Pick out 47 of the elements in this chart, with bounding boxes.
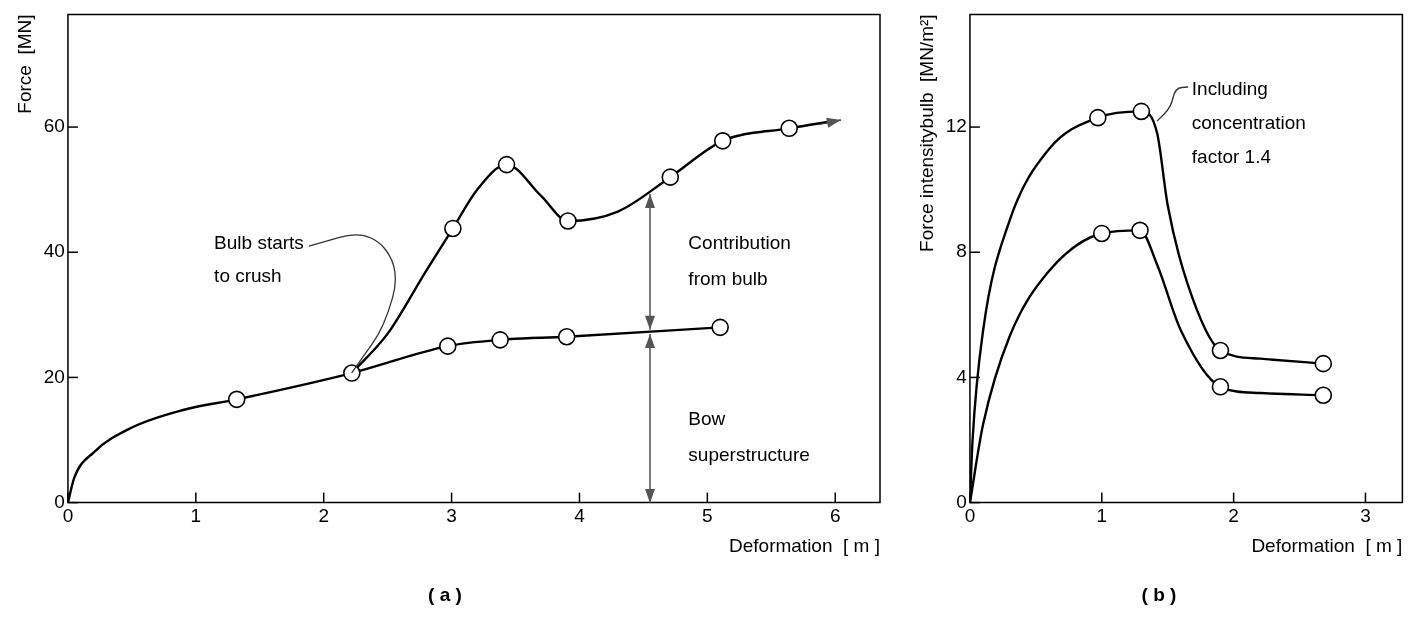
annotation: Including concentration factor 1.4 <box>1191 78 1306 168</box>
point <box>1132 102 1151 121</box>
y-tick-label: 0 <box>956 490 967 512</box>
x-tick-label: 6 <box>829 505 841 527</box>
point <box>711 318 729 337</box>
point <box>1211 341 1230 360</box>
y-tick-label: 40 <box>43 240 65 262</box>
y-tick-label: 60 <box>43 115 65 137</box>
x-tick-label: 3 <box>1360 505 1371 527</box>
point <box>1211 378 1230 396</box>
x-tick-label: 4 <box>574 505 586 527</box>
x-axis-title: Deformation [ m ] <box>729 535 880 557</box>
point <box>491 331 509 349</box>
point <box>444 219 462 238</box>
x-tick-label: 1 <box>1096 505 1108 527</box>
text: ( a ) <box>428 583 462 605</box>
point <box>1314 354 1333 373</box>
point <box>497 155 516 174</box>
y-tick-label: 0 <box>54 490 65 512</box>
annotation: Bow superstructure <box>688 407 810 465</box>
point <box>713 132 732 150</box>
y-tick-label: 4 <box>956 365 968 387</box>
point <box>438 337 457 355</box>
x-tick-label: 3 <box>446 505 457 527</box>
point <box>1089 108 1107 127</box>
y-axis-title: Force [MN] <box>13 14 35 114</box>
point <box>557 327 576 346</box>
point <box>661 168 680 186</box>
y-tick-label: 20 <box>43 365 65 387</box>
point <box>227 390 246 409</box>
x-tick-label: 2 <box>318 505 329 527</box>
point <box>1314 386 1333 405</box>
x-tick-label: 2 <box>1228 505 1239 527</box>
point <box>780 119 798 138</box>
y-axis-title: Force intensitybulb [MN/m²] <box>915 14 937 252</box>
y-tick-label: 12 <box>945 115 967 137</box>
x-axis-title: Deformation [ m ] <box>1251 535 1403 557</box>
x-tick-label: 1 <box>190 505 202 527</box>
text: ( b ) <box>1141 583 1177 605</box>
point <box>559 212 577 230</box>
y-tick-label: 8 <box>956 240 967 262</box>
point <box>1131 221 1149 240</box>
x-tick-label: 5 <box>702 505 713 527</box>
annotation: Bulb starts to crush <box>214 232 304 287</box>
point <box>1092 224 1111 243</box>
point <box>343 364 361 382</box>
annotation: Contribution from bulb <box>688 232 791 290</box>
